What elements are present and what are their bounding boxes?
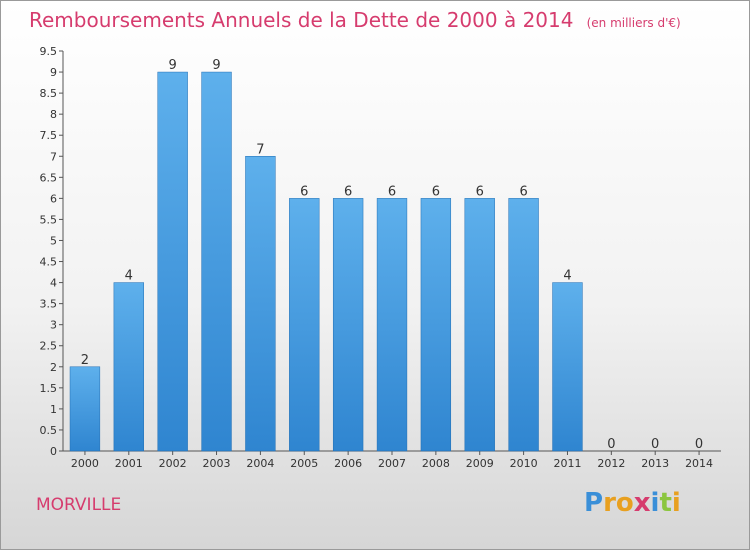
- x-tick-label: 2013: [641, 457, 669, 470]
- data-label: 9: [212, 58, 220, 73]
- y-tick-label: 8.5: [40, 87, 58, 100]
- data-label: 9: [169, 58, 177, 73]
- y-tick-label: 7.5: [40, 129, 58, 142]
- y-tick-label: 5: [50, 234, 57, 247]
- x-tick-label: 2012: [597, 457, 625, 470]
- chart-unit: (en milliers d'€): [586, 16, 681, 30]
- x-tick-label: 2007: [378, 457, 406, 470]
- data-label: 6: [519, 184, 527, 199]
- title-block: Remboursements Annuels de la Dette de 20…: [29, 8, 681, 32]
- data-label: 0: [651, 437, 659, 452]
- proxiti-logo: Proxiti: [584, 488, 681, 518]
- x-tick-label: 2009: [466, 457, 494, 470]
- bar: [508, 198, 539, 452]
- bar: [376, 198, 408, 452]
- data-label: 0: [695, 437, 703, 452]
- data-label: 6: [300, 184, 308, 199]
- y-tick-label: 7: [50, 150, 57, 163]
- y-tick-label: 1.5: [40, 382, 58, 395]
- bar: [201, 71, 232, 452]
- place-name: MORVILLE: [36, 495, 122, 515]
- y-tick-label: 5.5: [40, 213, 58, 226]
- bar: [332, 198, 364, 452]
- bar: [420, 198, 452, 452]
- logo-letter: i: [671, 488, 681, 518]
- y-tick-label: 1: [50, 403, 57, 416]
- data-label: 6: [432, 184, 440, 199]
- x-tick-label: 2002: [159, 457, 187, 470]
- logo-letter: o: [615, 488, 634, 518]
- data-label: 2: [81, 353, 89, 368]
- chart-title: Remboursements Annuels de la Dette de 20…: [29, 8, 574, 32]
- x-tick-label: 2011: [553, 457, 581, 470]
- bar: [552, 282, 583, 452]
- bar: [69, 366, 101, 452]
- logo-letter: P: [584, 488, 604, 518]
- data-label: 4: [563, 269, 571, 284]
- y-tick-label: 9.5: [40, 45, 58, 58]
- y-tick-label: 3.5: [40, 298, 58, 311]
- y-tick-label: 2: [50, 361, 57, 374]
- x-tick-label: 2014: [685, 457, 713, 470]
- y-tick-label: 6.5: [40, 171, 58, 184]
- y-tick-label: 0.5: [40, 424, 58, 437]
- y-tick-label: 8: [50, 108, 57, 121]
- bar: [289, 198, 320, 452]
- data-label: 6: [476, 184, 484, 199]
- y-tick-label: 9: [50, 66, 57, 79]
- bar: [245, 156, 276, 452]
- y-tick-label: 4: [50, 277, 57, 290]
- logo-letter: x: [633, 488, 651, 518]
- logo-letter: r: [603, 488, 616, 518]
- y-tick-label: 6: [50, 192, 57, 205]
- data-label: 6: [388, 184, 396, 199]
- data-label: 7: [256, 142, 264, 157]
- x-tick-label: 2004: [246, 457, 274, 470]
- bar: [464, 198, 495, 452]
- x-tick-label: 2008: [422, 457, 450, 470]
- y-tick-label: 3: [50, 319, 57, 332]
- data-label: 0: [607, 437, 615, 452]
- data-label: 4: [125, 269, 133, 284]
- x-tick-label: 2001: [115, 457, 143, 470]
- y-tick-label: 2.5: [40, 340, 58, 353]
- y-tick-label: 4.5: [40, 256, 58, 269]
- x-tick-label: 2005: [290, 457, 318, 470]
- bar: [113, 282, 144, 452]
- y-tick-label: 0: [50, 445, 57, 458]
- logo-letter: i: [650, 488, 660, 518]
- x-tick-label: 2003: [203, 457, 231, 470]
- x-tick-label: 2000: [71, 457, 99, 470]
- bar: [157, 71, 188, 452]
- x-tick-label: 2006: [334, 457, 362, 470]
- x-tick-label: 2010: [510, 457, 538, 470]
- logo-letter: t: [659, 488, 672, 518]
- data-label: 6: [344, 184, 352, 199]
